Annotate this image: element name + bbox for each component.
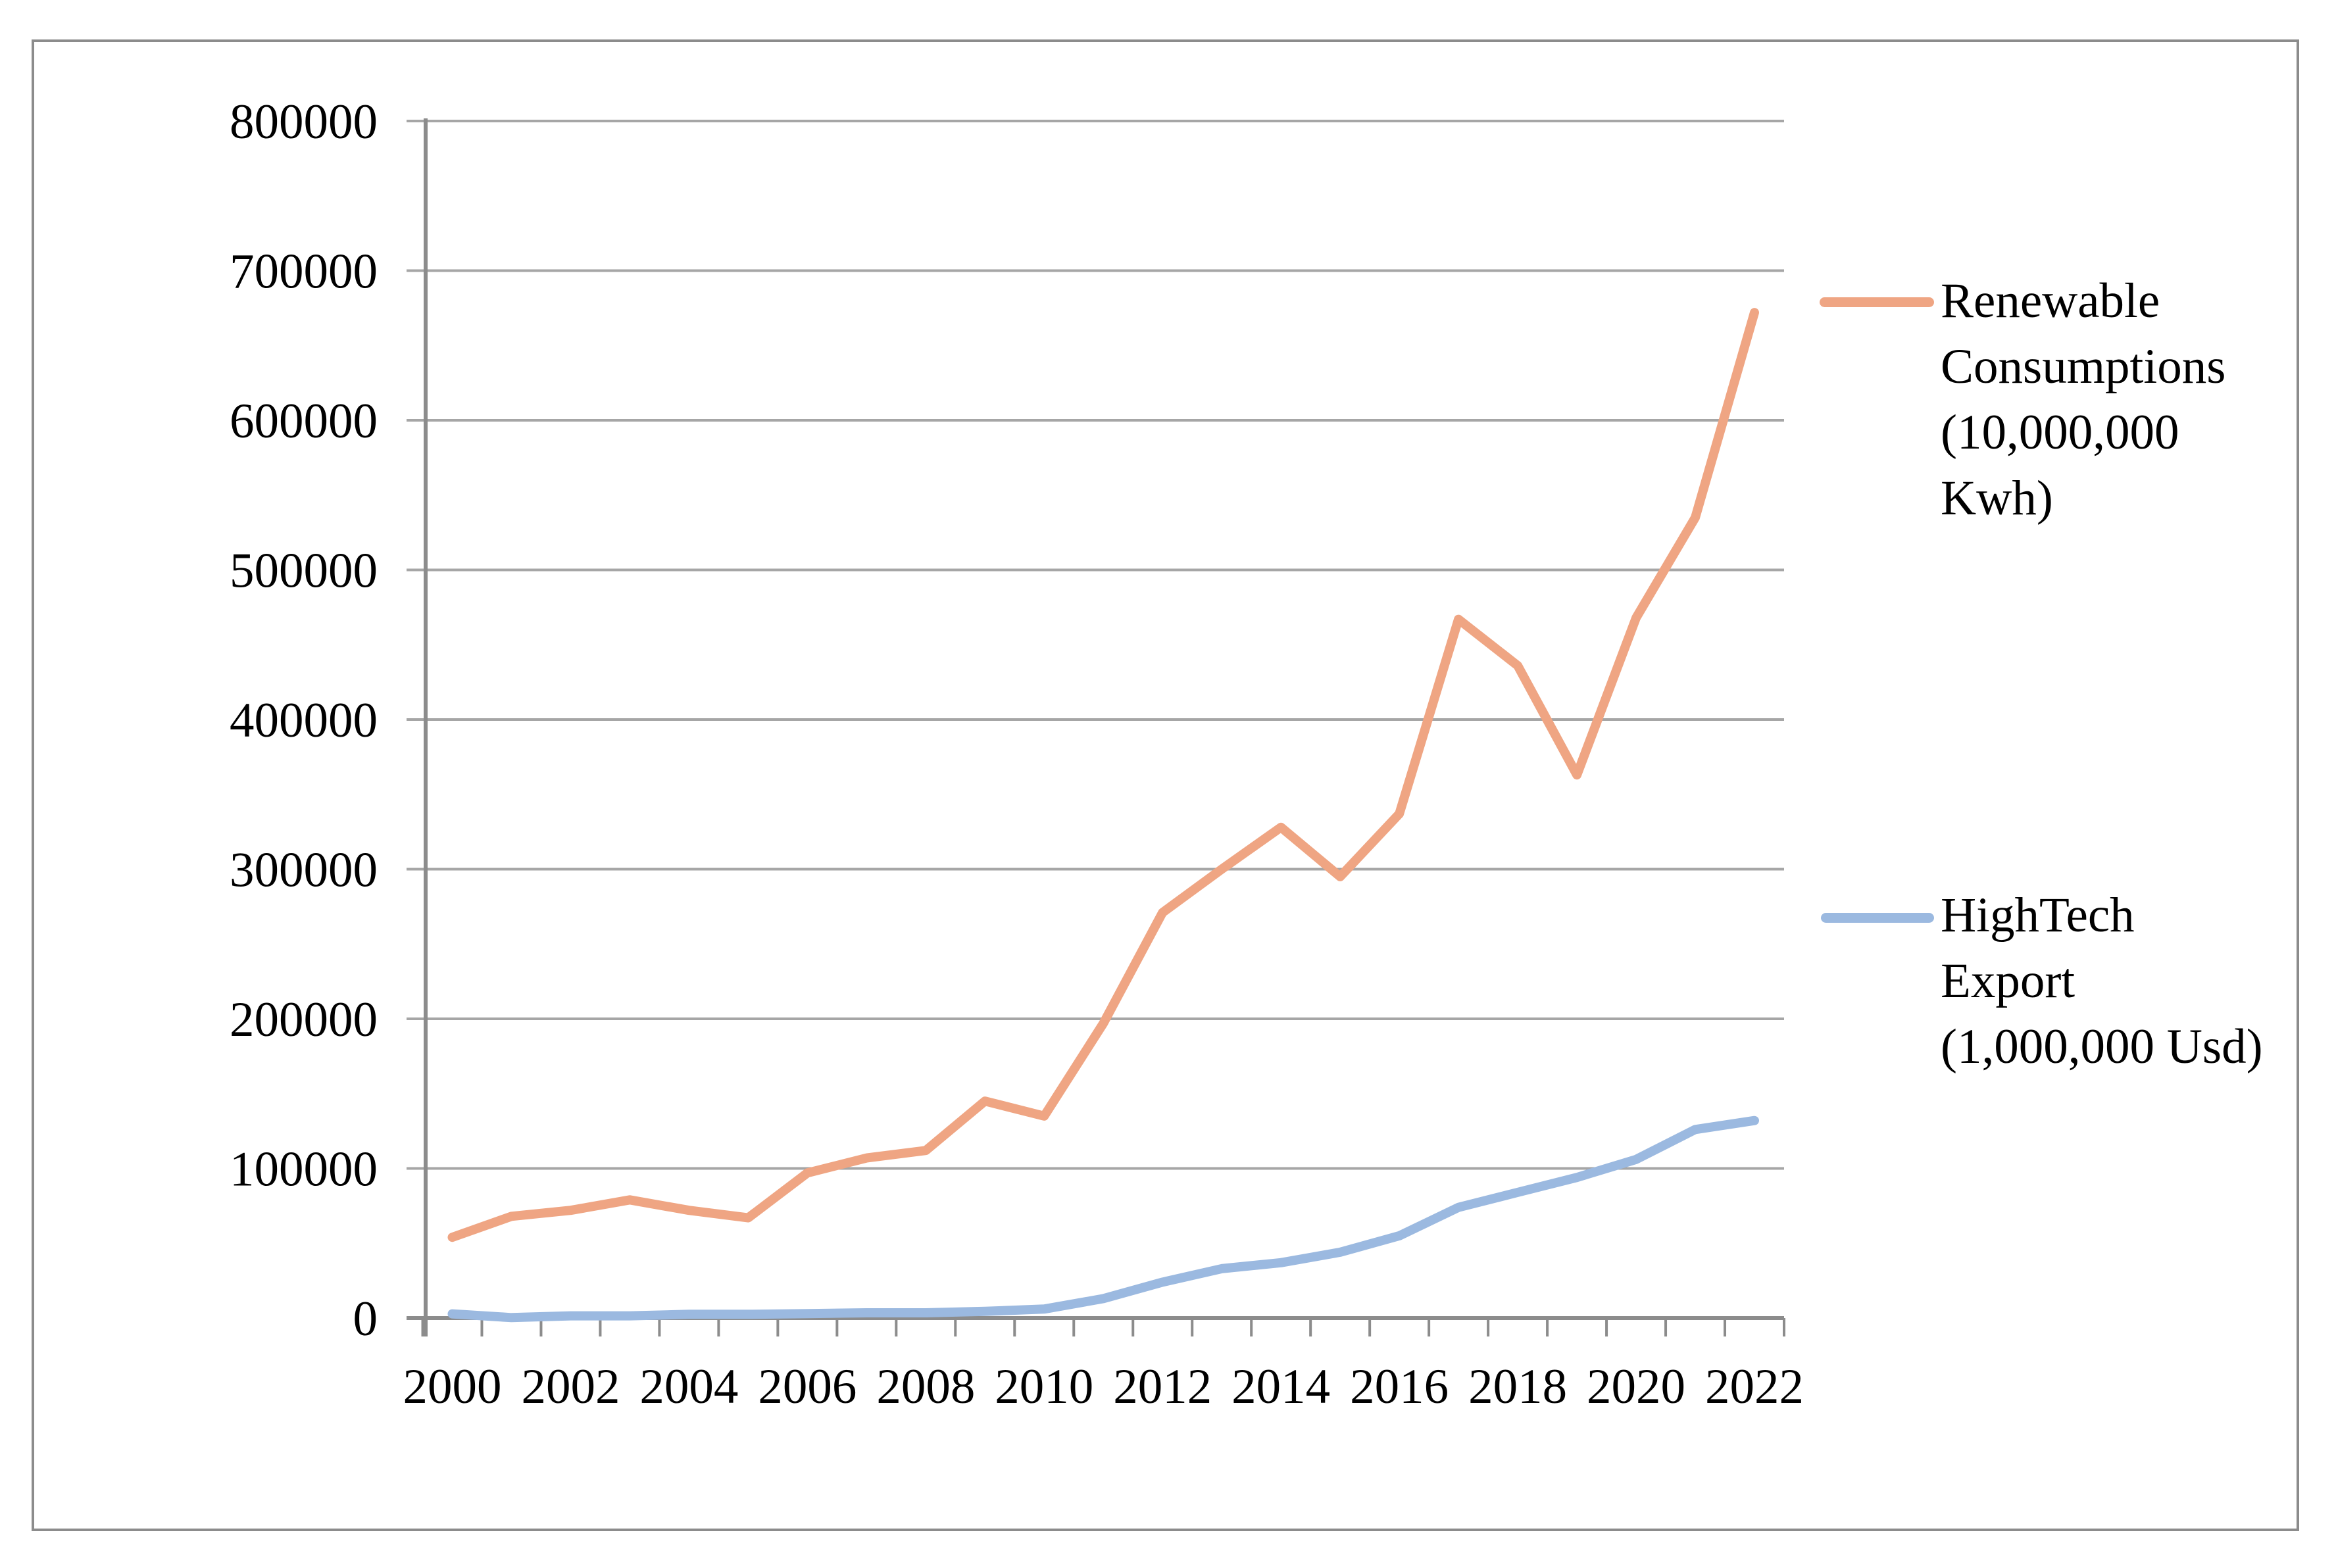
legend-label-line: Renewable <box>1941 274 2160 328</box>
chart-outer-frame <box>32 39 2299 1531</box>
legend-label-line: Export <box>1941 954 2075 1008</box>
legend-label-line: (10,000,000 <box>1941 405 2179 460</box>
x-axis-tick-label: 2002 <box>521 1360 620 1414</box>
x-axis-tick-label: 2018 <box>1468 1360 1567 1414</box>
y-axis-tick-label: 0 <box>353 1292 378 1346</box>
y-axis-tick-label: 800000 <box>230 95 378 149</box>
y-axis-tick-label: 300000 <box>230 843 378 898</box>
y-axis-tick-label: 700000 <box>230 245 378 299</box>
x-axis-tick-label: 2022 <box>1705 1360 1804 1414</box>
legend-label-line: HighTech <box>1941 888 2135 943</box>
legend-label-line: (1,000,000 Usd) <box>1941 1019 2263 1074</box>
legend-swatch-hightech <box>1821 913 1934 923</box>
legend-label-renewable: Renewable Consumptions (10,000,000 Kwh) <box>1941 268 2225 531</box>
x-axis-tick-label: 2014 <box>1231 1360 1330 1414</box>
y-axis-tick-label: 100000 <box>230 1142 378 1197</box>
y-axis-tick-label: 400000 <box>230 693 378 748</box>
legend-label-line: Consumptions <box>1941 339 2226 394</box>
x-axis-tick-label: 2016 <box>1350 1360 1449 1414</box>
legend-swatch-renewable <box>1820 297 1934 307</box>
x-axis-tick-label: 2006 <box>758 1360 857 1414</box>
x-axis-tick-label: 2012 <box>1113 1360 1212 1414</box>
x-axis-tick-label: 2004 <box>639 1360 738 1414</box>
y-axis-tick-label: 200000 <box>230 992 378 1047</box>
x-axis-tick-label: 2000 <box>403 1360 501 1414</box>
legend-label-hightech: HighTech Export (1,000,000 Usd) <box>1941 883 2263 1080</box>
x-axis-tick-label: 2010 <box>995 1360 1093 1414</box>
legend-label-line: Kwh) <box>1941 471 2053 526</box>
x-axis-tick-label: 2020 <box>1587 1360 1685 1414</box>
y-axis-tick-label: 500000 <box>230 544 378 599</box>
x-axis-tick-label: 2008 <box>876 1360 975 1414</box>
series-line-renewable <box>447 308 1759 1242</box>
series-line-hightech <box>447 1115 1759 1323</box>
y-axis-tick-label: 600000 <box>230 394 378 449</box>
